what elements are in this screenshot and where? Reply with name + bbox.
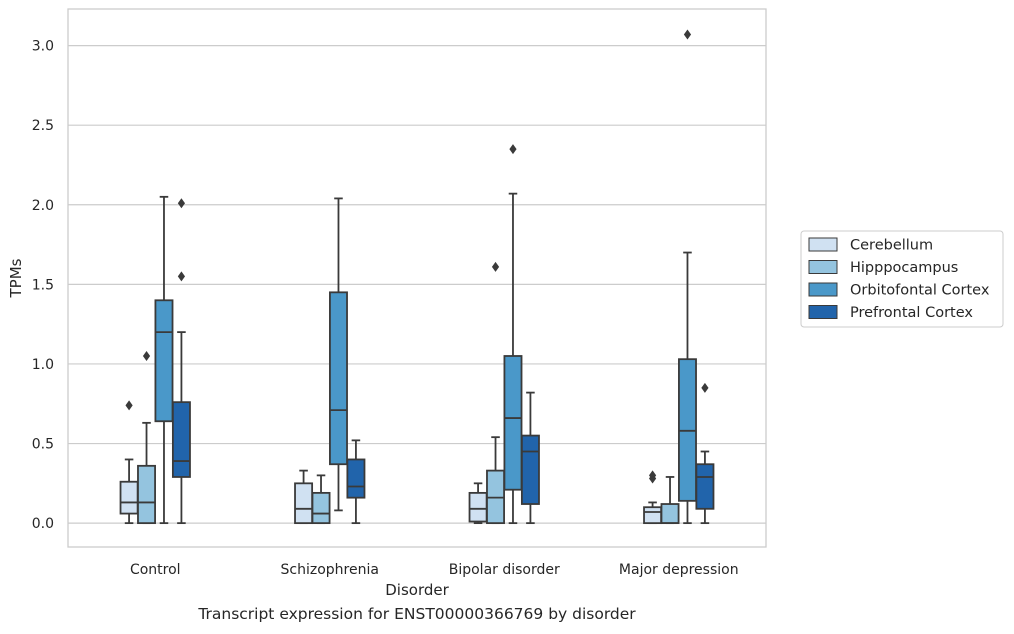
iqr-box: [520, 434, 540, 505]
y-tick-label: 2.5: [32, 118, 54, 134]
box: [503, 144, 523, 525]
box: [329, 197, 348, 512]
box: [695, 382, 715, 525]
iqr-box: [154, 299, 174, 423]
legend-swatch: [808, 282, 838, 297]
y-tick-label: 1.5: [32, 277, 54, 293]
iqr-box: [294, 482, 314, 525]
iqr-box: [311, 491, 331, 525]
box: [171, 198, 191, 525]
legend-swatch: [808, 305, 838, 319]
outlier-point: [125, 400, 133, 411]
iqr-box: [119, 480, 139, 515]
iqr-box: [137, 464, 156, 525]
y-tick-labels: 0.0 0.5 1.0 1.5 2.0 2.5 3.0: [32, 39, 54, 533]
x-axis-title: Disorder: [385, 581, 449, 599]
x-tick-label: Bipolar disorder: [449, 562, 560, 578]
box: [660, 476, 680, 525]
y-tick-label: 1.0: [32, 357, 54, 373]
box: [468, 482, 488, 525]
outlier-point: [142, 350, 151, 361]
iqr-box: [695, 463, 715, 510]
outlier-point: [648, 470, 657, 481]
y-axis-title: TPMs: [7, 258, 25, 298]
iqr-box: [643, 506, 663, 525]
x-tick-label: Schizophrenia: [281, 562, 379, 578]
box: [486, 261, 505, 525]
outlier-point: [177, 271, 186, 282]
legend-label: Hipppocampus: [850, 260, 958, 276]
iqr-box: [171, 401, 191, 478]
legend-label: Cerebellum: [850, 238, 933, 254]
figure-caption: Transcript expression for ENST0000036676…: [198, 605, 636, 623]
box: [643, 470, 663, 525]
box: [119, 400, 139, 525]
y-tick-label: 2.0: [32, 198, 54, 214]
outlier-point: [683, 29, 692, 40]
legend: Cerebellum Hipppocampus Orbitofontal Corte…: [800, 230, 1004, 328]
outlier-point: [701, 382, 709, 393]
outlier-point: [509, 144, 517, 155]
x-tick-label: Major depression: [619, 562, 739, 578]
box: [346, 439, 366, 525]
box: [678, 29, 697, 525]
legend-label: Prefrontal Cortex: [850, 305, 973, 321]
iqr-box: [329, 291, 348, 466]
legend-swatch: [808, 260, 838, 274]
outlier-point: [491, 261, 500, 272]
y-tick-label: 0.5: [32, 437, 54, 453]
box: [311, 474, 331, 525]
plot-frame: [67, 8, 767, 548]
box: [520, 391, 540, 525]
x-tick-labels: Control Schizophrenia Bipolar disorder Majo…: [130, 562, 739, 578]
y-tick-label: 0.0: [32, 516, 54, 532]
outlier-point: [177, 198, 186, 209]
y-tick-label: 3.0: [32, 39, 54, 55]
box: [137, 350, 156, 525]
iqr-box: [346, 458, 366, 499]
box: [154, 195, 174, 525]
iqr-box: [468, 491, 488, 523]
legend-label: Orbitofontal Cortex: [850, 283, 990, 299]
legend-frame: [800, 230, 1004, 328]
box-plots: [119, 29, 715, 525]
iqr-box: [660, 503, 680, 525]
box: [294, 469, 314, 525]
x-tick-label: Control: [130, 562, 181, 578]
legend-swatch: [808, 237, 838, 252]
iqr-box: [503, 355, 523, 491]
